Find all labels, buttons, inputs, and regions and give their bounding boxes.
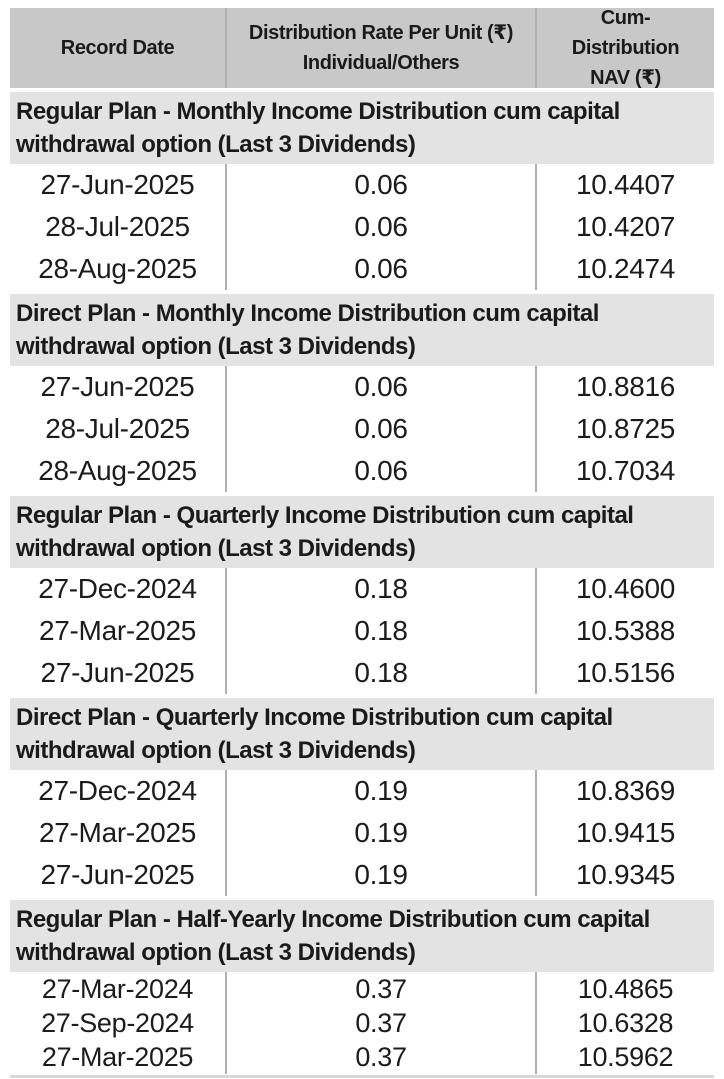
rate-cell: 0.19: [225, 812, 535, 854]
nav-cell: 10.8369: [535, 770, 714, 812]
record-date-cell: 27-Dec-2024: [38, 775, 197, 806]
nav-cell: 10.8725: [535, 408, 714, 450]
record-date-cell: 27-Sep-2024: [41, 1007, 194, 1038]
rate-cell: 0.18: [225, 610, 535, 652]
rate-cell: 0.06: [225, 164, 535, 206]
table-row: 28-Aug-2025 0.06 10.2474: [10, 248, 714, 290]
rate-cell: 0.06: [225, 408, 535, 450]
rate-cell: 0.37: [225, 972, 535, 1006]
table-row: 28-Jul-2025 0.06 10.4207: [10, 206, 714, 248]
nav-cell: 10.5962: [535, 1040, 714, 1074]
header-record-date-label: Record Date: [60, 37, 175, 59]
table-row: 27-Dec-2024 0.18 10.4600: [10, 568, 714, 610]
record-date-cell: 27-Mar-2025: [38, 817, 196, 848]
header-record-date: Record Date: [10, 8, 225, 88]
rate-cell: 0.37: [225, 1040, 535, 1074]
table-row: 28-Aug-2025 0.06 10.7034: [10, 450, 714, 492]
rate-cell: 0.19: [225, 854, 535, 896]
nav-cell: 10.2474: [535, 248, 714, 290]
record-date-cell: 27-Jun-2025: [40, 371, 195, 402]
rate-cell: 0.06: [225, 206, 535, 248]
record-date-cell: 28-Jul-2025: [45, 413, 190, 444]
rate-cell: 0.37: [225, 1006, 535, 1040]
header-rate-sublabel: Individual/Others: [302, 52, 460, 74]
rate-cell: 0.06: [225, 366, 535, 408]
section-regular-half-yearly: Regular Plan - Half-Yearly Income Distri…: [10, 900, 714, 1074]
nav-cell: 10.5388: [535, 610, 714, 652]
record-date-cell: 27-Mar-2025: [38, 615, 196, 646]
rate-cell: 0.19: [225, 770, 535, 812]
section-regular-quarterly: Regular Plan - Quarterly Income Distribu…: [10, 496, 714, 694]
nav-cell: 10.9415: [535, 812, 714, 854]
rate-cell: 0.06: [225, 248, 535, 290]
rate-cell: 0.06: [225, 450, 535, 492]
nav-cell: 10.4207: [535, 206, 714, 248]
record-date-cell: 27-Jun-2025: [40, 657, 195, 688]
table-header-row: Record Date Distribution Rate Per Unit (…: [10, 7, 714, 89]
header-rate-label: Distribution Rate Per Unit (₹): [248, 22, 514, 44]
table-row: 27-Mar-2024 0.37 10.4865: [10, 972, 714, 1006]
section-title: Regular Plan - Monthly Income Distributi…: [10, 92, 714, 164]
section-direct-quarterly: Direct Plan - Quarterly Income Distribut…: [10, 698, 714, 896]
record-date-cell: 27-Mar-2025: [41, 1041, 194, 1072]
header-distribution-rate: Distribution Rate Per Unit (₹) Individua…: [225, 8, 535, 88]
table-bottom-divider: [10, 1075, 714, 1078]
table-row: 27-Mar-2025 0.19 10.9415: [10, 812, 714, 854]
record-date-cell: 28-Aug-2025: [38, 253, 197, 284]
nav-cell: 10.9345: [535, 854, 714, 896]
nav-cell: 10.4407: [535, 164, 714, 206]
record-date-cell: 28-Aug-2025: [38, 455, 197, 486]
section-direct-monthly: Direct Plan - Monthly Income Distributio…: [10, 294, 714, 492]
table-row: 27-Sep-2024 0.37 10.6328: [10, 1006, 714, 1040]
record-date-cell: 27-Dec-2024: [38, 573, 197, 604]
record-date-cell: 27-Jun-2025: [40, 859, 195, 890]
nav-cell: 10.4600: [535, 568, 714, 610]
section-regular-monthly: Regular Plan - Monthly Income Distributi…: [10, 92, 714, 290]
table-row: 27-Mar-2025 0.18 10.5388: [10, 610, 714, 652]
rate-cell: 0.18: [225, 652, 535, 694]
header-nav-label: Cum-Distribution NAV (₹): [571, 7, 680, 89]
section-title: Regular Plan - Half-Yearly Income Distri…: [10, 900, 714, 972]
table-row: 27-Jun-2025 0.18 10.5156: [10, 652, 714, 694]
table-row: 27-Jun-2025 0.06 10.8816: [10, 366, 714, 408]
nav-cell: 10.7034: [535, 450, 714, 492]
table-row: 27-Mar-2025 0.37 10.5962: [10, 1040, 714, 1074]
record-date-cell: 27-Mar-2024: [41, 973, 194, 1004]
section-title: Regular Plan - Quarterly Income Distribu…: [10, 496, 714, 568]
header-cum-distribution-nav: Cum-Distribution NAV (₹): [535, 7, 714, 89]
table-row: 27-Jun-2025 0.06 10.4407: [10, 164, 714, 206]
nav-cell: 10.4865: [535, 972, 714, 1006]
table-row: 27-Jun-2025 0.19 10.9345: [10, 854, 714, 896]
record-date-cell: 28-Jul-2025: [45, 211, 190, 242]
nav-cell: 10.5156: [535, 652, 714, 694]
table-row: 28-Jul-2025 0.06 10.8725: [10, 408, 714, 450]
rate-cell: 0.18: [225, 568, 535, 610]
section-title: Direct Plan - Quarterly Income Distribut…: [10, 698, 714, 770]
nav-cell: 10.8816: [535, 366, 714, 408]
nav-cell: 10.6328: [535, 1006, 714, 1040]
table-row: 27-Dec-2024 0.19 10.8369: [10, 770, 714, 812]
record-date-cell: 27-Jun-2025: [40, 169, 195, 200]
section-title: Direct Plan - Monthly Income Distributio…: [10, 294, 714, 366]
